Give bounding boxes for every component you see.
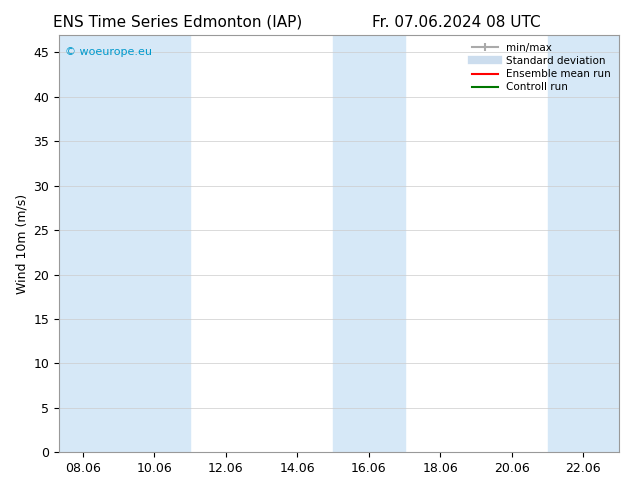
Bar (119, 35, 190, 452)
Text: ENS Time Series Edmonton (IAP): ENS Time Series Edmonton (IAP) (53, 15, 302, 30)
Bar (548, 35, 619, 452)
Y-axis label: Wind 10m (m/s): Wind 10m (m/s) (15, 194, 28, 294)
Bar (59, 35, 119, 452)
Bar (333, 35, 404, 452)
Legend: min/max, Standard deviation, Ensemble mean run, Controll run: min/max, Standard deviation, Ensemble me… (469, 40, 614, 96)
Text: © woeurope.eu: © woeurope.eu (65, 47, 152, 57)
Text: Fr. 07.06.2024 08 UTC: Fr. 07.06.2024 08 UTC (372, 15, 541, 30)
